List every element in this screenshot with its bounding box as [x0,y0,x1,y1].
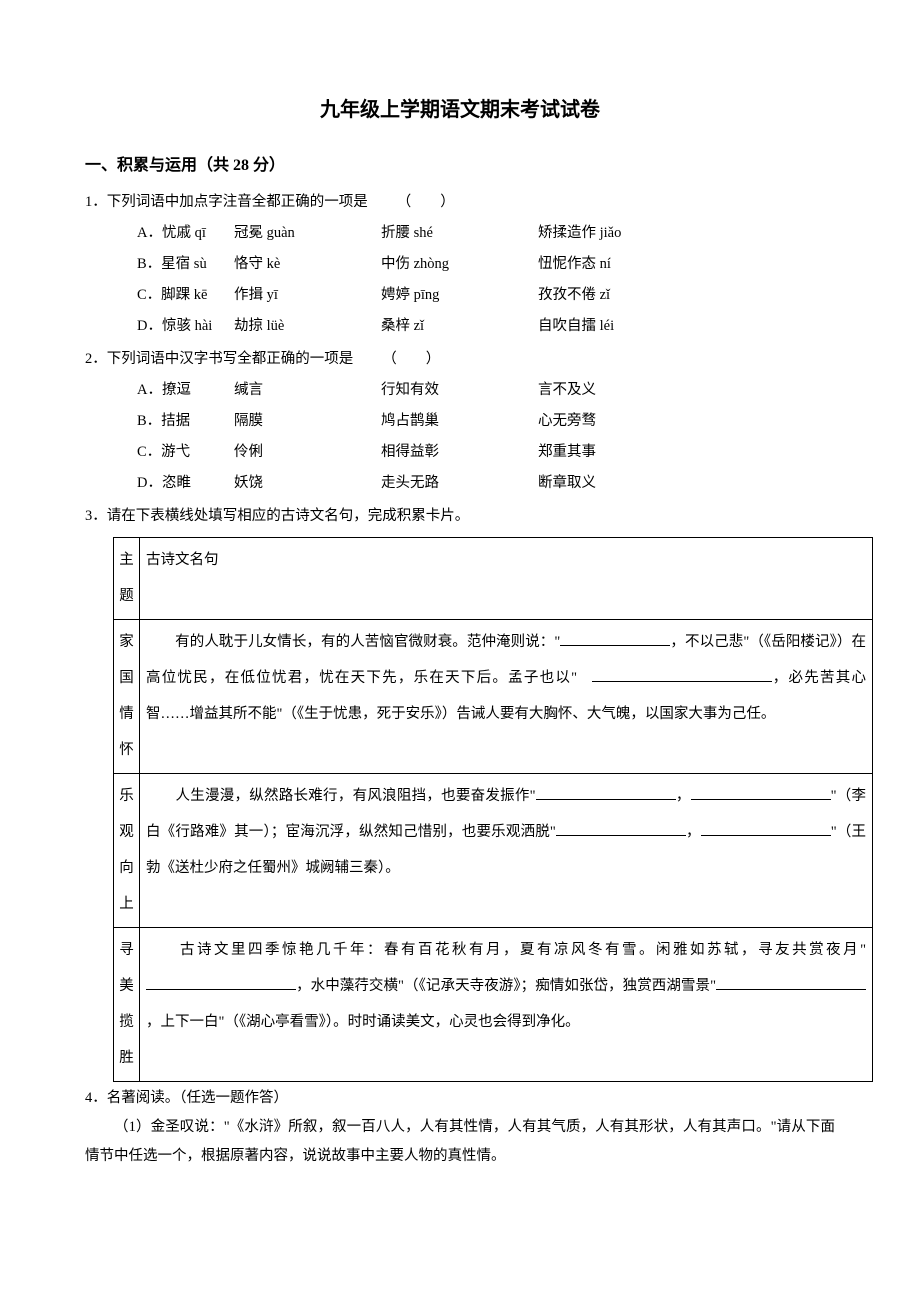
q2-option-d-label: D．恣睢 [137,469,232,498]
question-2-text: 2．下列词语中汉字书写全都正确的一项是 （ ） [85,345,835,374]
q2-option-a-col2: 行知有效 [381,376,536,405]
q2-option-d-col2: 走头无路 [381,469,536,498]
q1-option-b-label: B．星宿 sù [137,250,232,279]
question-4: 4．名著阅读。（任选一题作答） （1）金圣叹说："《水浒》所叙，叙一百八人，人有… [85,1084,835,1171]
q1-option-b-col3: 忸怩作态 ní [538,250,678,279]
q2-option-c-col1: 伶俐 [234,438,379,467]
table-row3-content: 古诗文里四季惊艳几千年：春有百花秋有月，夏有凉风冬有雪。闲雅如苏轼，寻友共赏夜月… [140,927,873,1081]
table-row1-theme: 家国情怀 [114,619,140,773]
table-row3-theme: 寻美揽胜 [114,927,140,1081]
q2-option-b-col3: 心无旁骛 [538,407,678,436]
row2-part4: ， [686,824,701,840]
row2-part2: ， [676,788,691,804]
row3-part1: 古诗文里四季惊艳几千年：春有百花秋有月，夏有凉风冬有雪。闲雅如苏轼，寻友共赏夜月… [146,942,866,958]
row2-part1: 人生漫漫，纵然路长难行，有风浪阻挡，也要奋发振作" [146,788,536,804]
q2-option-c-col3: 郑重其事 [538,438,678,467]
blank-input[interactable] [701,820,831,836]
q1-option-c-label: C．脚踝 kē [137,281,232,310]
question-2-options: A．撩逗 缄言 行知有效 言不及义 B．拮据 隔膜 鸠占鹊巢 心无旁骛 C．游弋… [135,374,680,500]
question-3-text: 3．请在下表横线处填写相应的古诗文名句，完成积累卡片。 [85,502,835,531]
question-2: 2．下列词语中汉字书写全都正确的一项是 （ ） A．撩逗 缄言 行知有效 言不及… [85,345,835,500]
q2-option-a-col3: 言不及义 [538,376,678,405]
table-header-theme: 主题 [114,538,140,620]
q1-option-d-col2: 桑梓 zǐ [381,312,536,341]
q1-option-d-col1: 劫掠 lüè [234,312,379,341]
blank-input[interactable] [560,630,670,646]
question-4-text: 4．名著阅读。（任选一题作答） [85,1084,835,1113]
q2-option-d-col1: 妖饶 [234,469,379,498]
q1-option-a-col1: 冠冕 guàn [234,219,379,248]
q1-option-a-col2: 折腰 shé [381,219,536,248]
q2-option-b-label: B．拮据 [137,407,232,436]
table-row2-theme: 乐观向上 [114,773,140,927]
table-row2-content: 人生漫漫，纵然路长难行，有风浪阻挡，也要奋发振作"，"（李白《行路难》其一）；宦… [140,773,873,927]
q1-option-b-col1: 恪守 kè [234,250,379,279]
q2-option-c-label: C．游弋 [137,438,232,467]
q2-option-a-label: A．撩逗 [137,376,232,405]
question-3: 3．请在下表横线处填写相应的古诗文名句，完成积累卡片。 主题 古诗文名句 家国情… [85,502,835,1082]
table-row1-content: 有的人耽于儿女情长，有的人苦恼官微财衰。范仲淹则说："，不以己悲"（《岳阳楼记》… [140,619,873,773]
q2-option-b-col2: 鸠占鹊巢 [381,407,536,436]
q1-option-d-col3: 自吹自擂 léi [538,312,678,341]
table-header-content: 古诗文名句 [140,538,873,620]
row3-part3: ，上下一白"（《湖心亭看雪》）。时时诵读美文，心灵也会得到净化。 [146,1014,580,1030]
q1-option-d-label: D．惊骇 hài [137,312,232,341]
q1-option-c-col1: 作揖 yī [234,281,379,310]
q2-option-a-col1: 缄言 [234,376,379,405]
section-1-header: 一、积累与运用（共 28 分） [85,150,835,182]
question-1: 1．下列词语中加点字注音全都正确的一项是 （ ） A．忧戚 qī 冠冕 guàn… [85,188,835,343]
blank-input[interactable] [536,784,676,800]
q1-option-b-col2: 中伤 zhòng [381,250,536,279]
question-1-options: A．忧戚 qī 冠冕 guàn 折腰 shé 矫揉造作 jiǎo B．星宿 sù… [135,217,680,343]
question-1-text: 1．下列词语中加点字注音全都正确的一项是 （ ） [85,188,835,217]
q2-option-b-col1: 隔膜 [234,407,379,436]
q1-option-a-col3: 矫揉造作 jiǎo [538,219,678,248]
blank-input[interactable] [146,974,296,990]
q2-option-d-col3: 断章取义 [538,469,678,498]
blank-input[interactable] [556,820,686,836]
question-4-sub1: （1）金圣叹说："《水浒》所叙，叙一百八人，人有其性情，人有其气质，人有其形状，… [85,1113,835,1171]
q1-option-c-col3: 孜孜不倦 zǐ [538,281,678,310]
q1-option-a-label: A．忧戚 qī [137,219,232,248]
blank-input[interactable] [716,974,866,990]
q2-option-c-col2: 相得益彰 [381,438,536,467]
blank-input[interactable] [592,666,772,682]
row1-part1: 有的人耽于儿女情长，有的人苦恼官微财衰。范仲淹则说：" [146,634,560,650]
row3-part2: ，水中藻荇交横"（《记承天寺夜游》；痴情如张岱，独赏西湖雪景" [296,978,716,994]
blank-input[interactable] [691,784,831,800]
question-3-table: 主题 古诗文名句 家国情怀 有的人耽于儿女情长，有的人苦恼官微财衰。范仲淹则说：… [113,537,873,1082]
q1-option-c-col2: 娉婷 pīng [381,281,536,310]
document-title: 九年级上学期语文期末考试试卷 [85,90,835,130]
